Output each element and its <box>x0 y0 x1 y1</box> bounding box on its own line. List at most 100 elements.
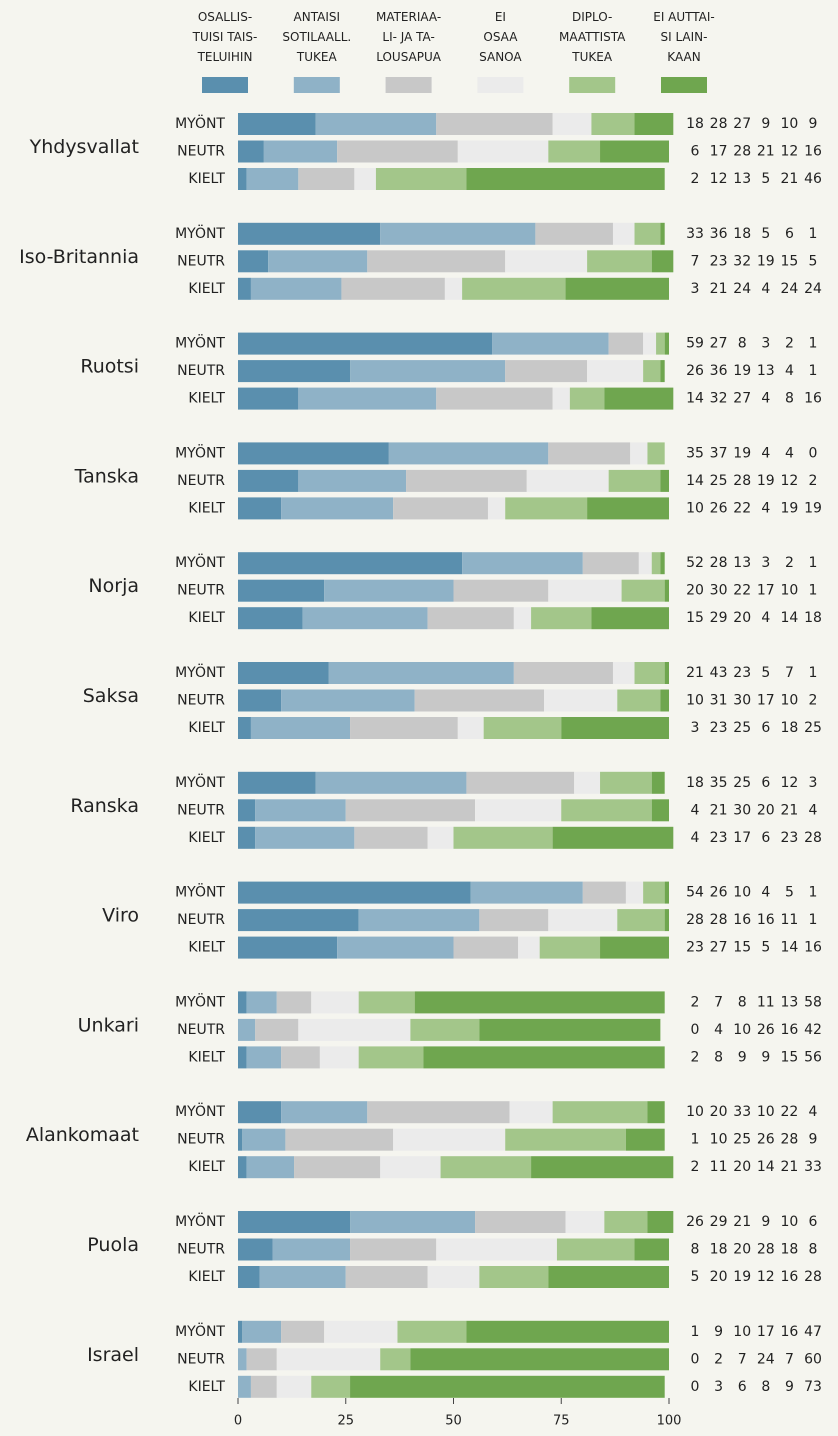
value-label: 28 <box>804 830 822 846</box>
row-label: KIELT <box>188 830 225 846</box>
value-label: 8 <box>761 1379 770 1395</box>
bar-segment <box>238 909 359 932</box>
value-label: 0 <box>691 1022 700 1038</box>
value-label: 18 <box>686 116 704 132</box>
bar-segment <box>311 991 359 1014</box>
bar-segment <box>664 881 669 904</box>
value-label: 12 <box>780 473 798 489</box>
bar-segment <box>552 113 592 135</box>
bar-segment <box>238 168 247 190</box>
bar-segment <box>612 662 635 684</box>
bar-segment <box>518 936 540 959</box>
value-label: 6 <box>761 775 770 791</box>
bar-segment <box>238 552 463 575</box>
bar-segment <box>281 1101 368 1124</box>
value-label: 54 <box>686 885 704 901</box>
bar-segment <box>587 360 644 383</box>
value-label: 14 <box>686 473 704 489</box>
value-label: 2 <box>785 336 794 352</box>
value-label: 20 <box>733 610 751 626</box>
bar-segment <box>505 497 588 520</box>
value-label: 31 <box>710 693 728 709</box>
bar-segment <box>453 826 553 849</box>
value-label: 12 <box>780 144 798 160</box>
value-label: 10 <box>780 693 798 709</box>
row-label: NEUTR <box>177 802 225 818</box>
bar-segment <box>238 881 471 904</box>
bar-segment <box>298 1018 411 1041</box>
value-label: 25 <box>733 775 751 791</box>
bar-segment <box>380 222 536 245</box>
bar-segment <box>548 909 618 932</box>
bar-segment <box>634 662 665 684</box>
value-label: 4 <box>691 830 700 846</box>
bar-segment <box>664 909 669 932</box>
bar-segment <box>470 881 583 904</box>
group-label: Tanska <box>74 465 139 487</box>
value-label: 46 <box>804 171 822 187</box>
value-label: 1 <box>809 583 818 599</box>
value-label: 5 <box>761 171 770 187</box>
row-label: MYÖNT <box>175 1322 225 1340</box>
bar-segment <box>350 360 506 383</box>
value-label: 35 <box>710 775 728 791</box>
value-label: 25 <box>733 1132 751 1148</box>
bar-segment <box>238 799 256 822</box>
value-label: 10 <box>780 1214 798 1230</box>
bar-segment <box>453 936 519 959</box>
bar-segment <box>565 277 669 300</box>
value-label: 23 <box>733 665 751 681</box>
value-label: 2 <box>691 171 700 187</box>
bar-segment <box>561 717 669 739</box>
value-label: 4 <box>761 610 770 626</box>
bar-segment <box>634 113 674 135</box>
bar-segment <box>354 168 376 190</box>
value-label: 33 <box>686 226 704 242</box>
bar-segment <box>634 222 661 245</box>
value-label: 14 <box>686 391 704 407</box>
value-label: 13 <box>733 555 751 571</box>
bar-segment <box>238 1156 247 1179</box>
bar-segment <box>302 607 428 630</box>
value-label: 25 <box>804 720 822 736</box>
value-label: 60 <box>804 1351 822 1367</box>
bar-segment <box>337 140 458 163</box>
value-label: 20 <box>757 802 775 818</box>
bar-segment <box>246 168 299 190</box>
value-label: 6 <box>761 830 770 846</box>
legend-label: EI OSAA SANOA <box>479 10 522 64</box>
bar-segment <box>238 689 282 712</box>
legend-swatch <box>293 77 340 93</box>
bar-segment <box>582 881 626 904</box>
bar-segment <box>509 1101 553 1124</box>
bar-segment <box>238 1128 243 1151</box>
value-label: 36 <box>710 226 728 242</box>
value-label: 16 <box>757 912 775 928</box>
value-label: 5 <box>691 1269 700 1285</box>
bar-segment <box>298 168 355 190</box>
value-label: 27 <box>733 116 751 132</box>
value-label: 6 <box>809 1214 818 1230</box>
value-label: 30 <box>710 583 728 599</box>
value-label: 36 <box>710 363 728 379</box>
value-label: 58 <box>804 994 822 1010</box>
value-label: 6 <box>785 226 794 242</box>
bar-segment <box>250 717 351 739</box>
value-label: 5 <box>761 665 770 681</box>
bar-segment <box>552 1101 648 1124</box>
value-label: 28 <box>780 1132 798 1148</box>
value-label: 19 <box>733 1269 751 1285</box>
value-label: 0 <box>691 1379 700 1395</box>
value-label: 8 <box>738 994 747 1010</box>
value-label: 2 <box>691 1159 700 1175</box>
value-label: 23 <box>780 830 798 846</box>
value-label: 37 <box>710 445 728 461</box>
row-label: KIELT <box>188 1049 225 1065</box>
value-label: 28 <box>686 912 704 928</box>
bar-segment <box>358 1046 424 1069</box>
bar-segment <box>505 360 588 383</box>
value-label: 12 <box>710 171 728 187</box>
bar-segment <box>462 277 566 300</box>
value-label: 9 <box>809 116 818 132</box>
value-label: 32 <box>710 391 728 407</box>
